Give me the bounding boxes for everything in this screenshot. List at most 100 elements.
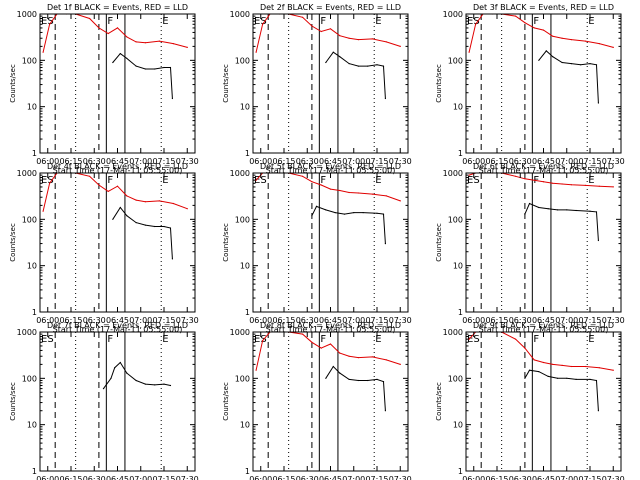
lld-point	[329, 188, 332, 190]
lld-point	[135, 41, 137, 43]
x-tick-label: 06:45	[106, 157, 129, 166]
events-point	[547, 375, 549, 377]
y-axis-label: Counts/sec	[9, 223, 17, 262]
lld-point	[89, 175, 91, 177]
x-tick-label: 07:00	[129, 475, 152, 480]
panel-det5: Det 5f BLACK = Events, RED = LLD ES F E 1 10 1…	[222, 162, 412, 334]
x-tick-label: 06:45	[532, 157, 555, 166]
lld-point	[612, 186, 614, 188]
lld-point	[126, 195, 128, 197]
x-tick-label: 06:00	[249, 316, 272, 325]
panel-det9: Det 9f BLACK = Events, RED = LLD ES F E 1 10 1…	[435, 321, 625, 480]
events-point	[112, 218, 114, 220]
plot-frame	[252, 172, 409, 313]
events-point	[566, 377, 568, 379]
events-point	[384, 243, 386, 245]
lld-point	[262, 340, 264, 342]
panel-title: Det 8f BLACK = Events, RED = LLD	[260, 321, 401, 330]
events-point	[119, 206, 121, 209]
lld-point	[612, 369, 614, 371]
lld-point	[311, 25, 313, 27]
x-tick-label: 06:45	[319, 316, 342, 325]
lld-point	[302, 333, 304, 335]
x-tick-label: 07:30	[176, 475, 199, 480]
marker-label-start: ES	[254, 334, 267, 345]
lld-point	[515, 175, 517, 177]
lld-point	[570, 365, 573, 368]
lld-point	[357, 192, 359, 194]
events-point	[528, 202, 531, 205]
series-group	[42, 173, 188, 260]
y-tick-label: 1	[458, 149, 463, 158]
events-point	[538, 371, 540, 373]
events-point	[362, 212, 364, 214]
marker-label-start: ES	[41, 16, 54, 27]
x-tick-label: 06:30	[83, 157, 106, 166]
y-tick-label: 1000	[230, 328, 250, 337]
lld-point	[598, 185, 600, 187]
marker-label-end: E	[588, 16, 594, 27]
lld-point	[542, 181, 545, 183]
lld-point	[144, 201, 146, 203]
events-series-line	[112, 206, 173, 259]
x-tick-label: 06:00	[36, 475, 59, 480]
x-tick-label: 07:15	[365, 157, 388, 166]
events-point	[382, 65, 385, 67]
x-tick-label: 07:15	[152, 316, 175, 325]
x-tick-label: 06:30	[509, 316, 532, 325]
x-tick-label: 07:30	[176, 157, 199, 166]
marker-label-end: E	[588, 175, 594, 186]
events-point	[597, 239, 600, 242]
x-tick-label: 06:45	[319, 475, 342, 480]
x-tick-label: 06:00	[249, 475, 272, 480]
lld-point	[385, 41, 387, 43]
lld-point	[542, 361, 545, 364]
x-tick-label: 07:15	[365, 316, 388, 325]
x-tick-label: 07:15	[152, 157, 175, 166]
lld-point	[107, 190, 109, 192]
panel-det1: Det 1f BLACK = Events, RED = LLD ES F E 1 10 1…	[9, 3, 199, 175]
lld-point	[371, 38, 373, 40]
marker-label-start: ES	[254, 16, 267, 27]
lld-point	[262, 23, 264, 25]
y-tick-label: 100	[235, 215, 250, 224]
y-tick-label: 1	[32, 149, 37, 158]
x-tick-label: 07:00	[342, 316, 365, 325]
y-tick-label: 1000	[230, 169, 250, 178]
lld-point	[158, 200, 160, 202]
x-tick-label: 07:00	[555, 157, 578, 166]
lld-point	[49, 182, 51, 184]
events-point	[528, 369, 531, 371]
panel-det4: Det 4f BLACK = Events, RED = LLD ES F E 1 10 1…	[9, 162, 199, 334]
x-tick-label: 06:45	[532, 475, 555, 480]
events-point	[538, 206, 540, 209]
x-tick-label: 06:15	[272, 316, 295, 325]
y-tick-label: 1000	[230, 10, 250, 19]
marker-label-flare: F	[533, 16, 539, 27]
x-tick-label: 06:30	[83, 475, 106, 480]
events-point	[163, 66, 165, 69]
lld-point	[399, 45, 401, 48]
events-point	[126, 215, 128, 217]
x-tick-label: 06:15	[485, 157, 508, 166]
lld-point	[320, 184, 322, 186]
lld-point	[339, 35, 341, 37]
lld-point	[89, 17, 91, 20]
x-tick-label: 07:15	[152, 475, 175, 480]
events-point	[163, 383, 165, 385]
x-tick-label: 07:00	[555, 475, 578, 480]
x-tick-label: 06:15	[59, 157, 82, 166]
events-point	[332, 365, 334, 368]
marker-label-flare: F	[107, 175, 113, 186]
marker-label-end: E	[162, 334, 168, 345]
events-point	[154, 68, 156, 70]
lld-point	[524, 178, 526, 180]
lld-point	[524, 22, 526, 24]
y-axis-label: Counts/sec	[9, 382, 17, 421]
events-point	[169, 66, 172, 69]
y-tick-label: 100	[448, 56, 463, 65]
events-point	[556, 377, 559, 379]
lld-point	[552, 35, 554, 37]
lld-point	[107, 32, 109, 35]
